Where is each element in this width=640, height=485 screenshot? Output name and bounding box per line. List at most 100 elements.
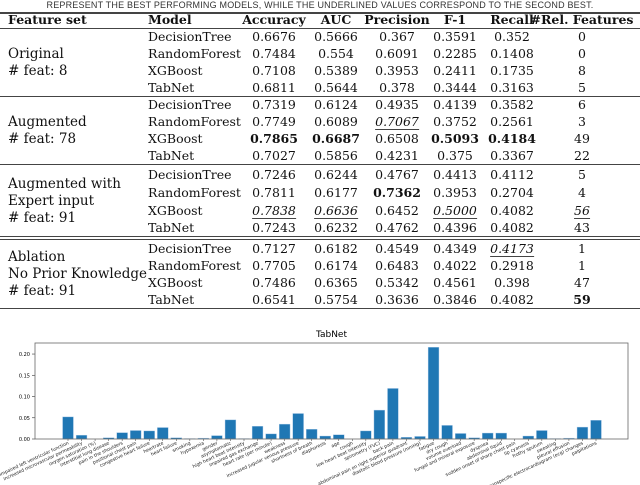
column-header: Feature set [8, 12, 87, 27]
table-cell: 0.6811 [252, 80, 296, 95]
table-cell: 0.6091 [375, 46, 419, 61]
bar [373, 409, 386, 440]
y-tick-label: 0.05 [19, 416, 30, 422]
table-cell: 0 [578, 46, 586, 61]
table-cell: 0.5093 [431, 131, 479, 146]
bar [441, 425, 453, 440]
model-name: DecisionTree [148, 167, 232, 182]
model-name: RandomForest [148, 185, 241, 200]
bar [251, 426, 264, 440]
table-cell: 0.3444 [433, 80, 477, 95]
table-cell: 0.4413 [433, 167, 477, 182]
model-name: RandomForest [148, 46, 241, 61]
table-cell: 5 [578, 167, 586, 182]
table-cell: 6 [578, 97, 586, 112]
table-cell: 0.7027 [252, 148, 296, 163]
table-cell: 4 [578, 185, 586, 200]
table-cell: 8 [578, 63, 586, 78]
table-cell: 0.1408 [490, 46, 534, 61]
column-header: Model [148, 12, 192, 27]
bar [522, 435, 534, 440]
feature-set-line: No Prior Knowledge [8, 266, 148, 282]
table-cell: 0.2411 [433, 63, 477, 78]
table-cell: 0.4082 [490, 203, 534, 218]
chart-title: TabNet [315, 330, 348, 340]
bar [333, 434, 345, 440]
table-cell: 0.375 [437, 148, 473, 163]
table-cell: 0.4561 [433, 275, 477, 290]
model-name: RandomForest [148, 114, 241, 129]
feature-set-line: Expert input [8, 193, 95, 209]
table-cell: 0.1735 [490, 63, 534, 78]
table-cell: 0.7127 [252, 241, 296, 256]
feature-set-line: # feat: 91 [8, 283, 77, 299]
table-rule [0, 28, 640, 29]
table-cell: 59 [573, 292, 591, 307]
bar [224, 419, 237, 440]
bar [387, 388, 399, 440]
bar [279, 423, 291, 440]
table-cell: 56 [574, 203, 590, 219]
table-cell: 0.6483 [375, 258, 419, 273]
table-cell: 0.3163 [490, 80, 534, 95]
table-cell: 0.7865 [250, 131, 298, 146]
table-rule [0, 164, 640, 165]
table-cell: 0.4082 [490, 292, 534, 307]
table-rule [0, 96, 640, 97]
plot-frame [34, 342, 629, 440]
bar [116, 432, 128, 440]
table-cell: 0.378 [379, 80, 415, 95]
table-cell: 0.6676 [252, 29, 296, 44]
bar [292, 413, 304, 440]
table-cell: 0.6452 [375, 203, 419, 218]
table-cell: 0.4231 [375, 148, 419, 163]
table-cell: 5 [578, 80, 586, 95]
feature-set-label: Augmented # feat: 78 [8, 114, 87, 148]
column-header: #Rel. Features [530, 12, 634, 27]
y-tick-label: 0.15 [19, 373, 30, 379]
table-caption: REPRESENT THE BEST PERFORMING MODELS, WH… [46, 0, 594, 10]
table-cell: 0.2704 [490, 185, 534, 200]
bar [143, 430, 155, 440]
table-cell: 0.4112 [490, 167, 534, 182]
x-tick-label: age [331, 441, 341, 449]
table-cell: 0.7362 [373, 185, 421, 200]
table-cell: 0.7811 [252, 185, 296, 200]
bar [319, 435, 331, 440]
bar [306, 429, 318, 440]
bar [482, 432, 494, 440]
table-cell: 0.6232 [314, 220, 358, 235]
table-cell: 0.3752 [433, 114, 477, 129]
model-name: XGBoost [148, 131, 203, 146]
model-name: DecisionTree [148, 241, 232, 256]
table-cell: 47 [574, 275, 590, 290]
bar [590, 420, 602, 440]
table-cell: 0.3846 [433, 292, 477, 307]
table-cell: 0.6182 [314, 241, 358, 256]
table-cell: 0.4022 [433, 258, 477, 273]
table-cell: 0.4349 [433, 241, 477, 256]
table-cell: 0.6508 [375, 131, 419, 146]
table-cell: 0.3591 [433, 29, 477, 44]
model-name: TabNet [148, 80, 195, 95]
table-cell: 0.4762 [375, 220, 419, 235]
bar [455, 433, 467, 440]
table-cell: 0.5754 [314, 292, 358, 307]
table-cell: 0.7243 [252, 220, 296, 235]
table-rule [0, 308, 640, 309]
bar [495, 432, 507, 440]
x-tick-label: cough [339, 440, 354, 451]
table-cell: 0.352 [494, 29, 530, 44]
table-cell: 22 [574, 148, 590, 163]
table-rule [0, 12, 640, 14]
table-cell: 0.5000 [433, 203, 477, 219]
table-cell: 0.6124 [314, 97, 358, 112]
model-name: XGBoost [148, 63, 203, 78]
table-cell: 0.4173 [490, 241, 534, 257]
table-cell: 0.7246 [252, 167, 296, 182]
table-cell: 0.7486 [252, 275, 296, 290]
table-cell: 0.3953 [375, 63, 419, 78]
table-cell: 1 [578, 241, 586, 256]
bar [211, 435, 223, 440]
